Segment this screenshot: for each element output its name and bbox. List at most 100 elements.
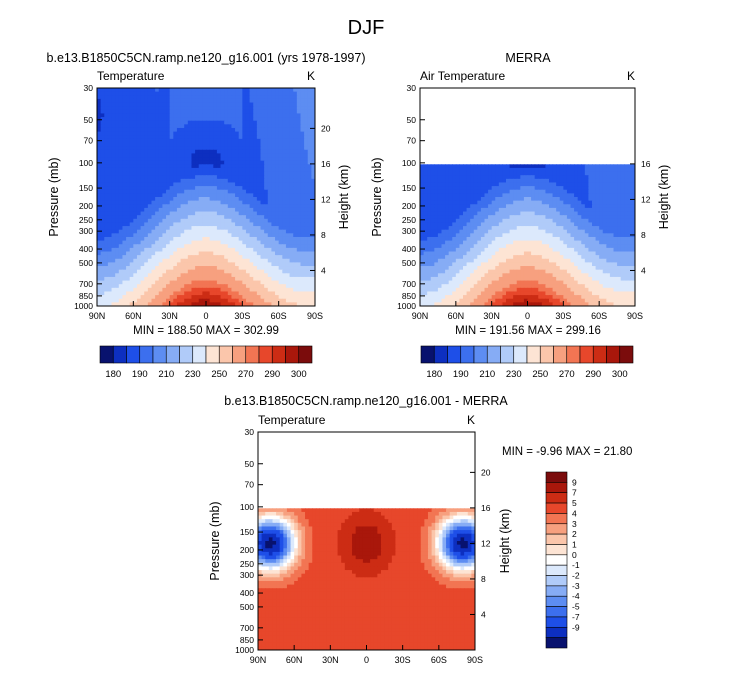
model-cell (147, 193, 153, 198)
model-cell (169, 218, 174, 224)
model-cell (195, 131, 200, 136)
model-cell (278, 276, 283, 282)
model-cell (129, 229, 134, 234)
model-cell (249, 295, 254, 300)
model-cell (242, 98, 247, 104)
merra-cell (527, 171, 532, 176)
model-cell (296, 120, 302, 125)
model-cell (198, 160, 203, 165)
merra-cell (506, 200, 511, 205)
merra-cell (631, 236, 635, 242)
model-cell (162, 178, 167, 184)
model-cell (213, 302, 218, 306)
model-cell (224, 142, 229, 147)
model-cell (231, 98, 236, 104)
model-cell (107, 266, 113, 271)
merra-cell (455, 215, 461, 220)
model-cell (126, 175, 131, 180)
model-cell (209, 98, 214, 104)
model-cell (260, 244, 265, 249)
merra-cell (427, 186, 432, 191)
model-cell (249, 218, 254, 224)
model-cell (162, 113, 167, 118)
model-cell (144, 280, 149, 285)
model-cell (311, 153, 315, 158)
model-cell (122, 287, 127, 293)
model-cell (245, 255, 251, 260)
model-cell (238, 273, 243, 278)
model-cell (235, 157, 240, 162)
model-cell (173, 149, 178, 154)
model-cell (122, 127, 127, 133)
model-cell (104, 131, 109, 136)
model-cell (151, 167, 156, 173)
model-cell (118, 262, 124, 267)
model-cell (107, 131, 113, 136)
model-cell (151, 189, 156, 194)
model-cell (227, 233, 233, 238)
model-cell (285, 135, 291, 140)
merra-cell (484, 167, 489, 173)
merra-cell (531, 193, 536, 198)
merra-cell (466, 186, 471, 191)
model-cell (180, 244, 185, 249)
model-cell (144, 106, 149, 111)
model-cell (191, 226, 196, 231)
model-cell (173, 106, 178, 111)
model-cell (162, 287, 167, 293)
merra-cell (484, 178, 489, 184)
model-cell (264, 298, 269, 303)
model-cell (285, 157, 291, 162)
model-cell (249, 222, 254, 227)
merra-cell (452, 215, 457, 220)
model-cell (296, 164, 302, 169)
merra-cell (592, 226, 597, 231)
model-cell (166, 207, 171, 213)
merra-cell (484, 215, 489, 220)
merra-cell (592, 229, 597, 234)
model-cell (111, 182, 116, 187)
model-cell (289, 153, 294, 158)
model-cell (195, 113, 200, 118)
model-cell (216, 255, 222, 260)
model-cell (166, 222, 171, 227)
merra-cell (430, 171, 435, 176)
model-cell (100, 215, 105, 220)
merra-cell (527, 215, 532, 220)
model-cell (249, 106, 254, 111)
model-y-tick-label: 400 (79, 244, 93, 254)
model-cell (97, 164, 102, 169)
merra-cell (556, 222, 561, 227)
model-cell (97, 197, 102, 202)
model-cell (220, 200, 225, 205)
model-cell (307, 146, 312, 151)
model-cell (136, 276, 142, 282)
model-cell (198, 189, 203, 194)
model-cell (213, 189, 218, 194)
merra-cell (473, 211, 478, 216)
merra-cell (455, 189, 461, 194)
merra-cell (566, 182, 572, 187)
model-cell (126, 215, 131, 220)
model-cell (187, 233, 193, 238)
model-cell (300, 247, 305, 253)
merra-cell (588, 215, 593, 220)
model-cell (216, 298, 222, 303)
merra-cell (466, 233, 471, 238)
model-cell (158, 164, 163, 169)
model-cell (198, 157, 203, 162)
model-cell (100, 102, 105, 107)
merra-cell (498, 178, 504, 184)
model-cell (129, 218, 134, 224)
merra-cell (506, 167, 511, 173)
model-cell (144, 207, 149, 213)
model-cell (209, 211, 214, 216)
model-cell (275, 284, 280, 289)
model-cell (198, 229, 203, 234)
merra-cell (527, 218, 532, 224)
model-cell (307, 109, 312, 115)
model-cell (198, 149, 203, 154)
merra-cell (434, 167, 439, 173)
merra-cell (584, 164, 590, 169)
model-cell (304, 218, 309, 224)
